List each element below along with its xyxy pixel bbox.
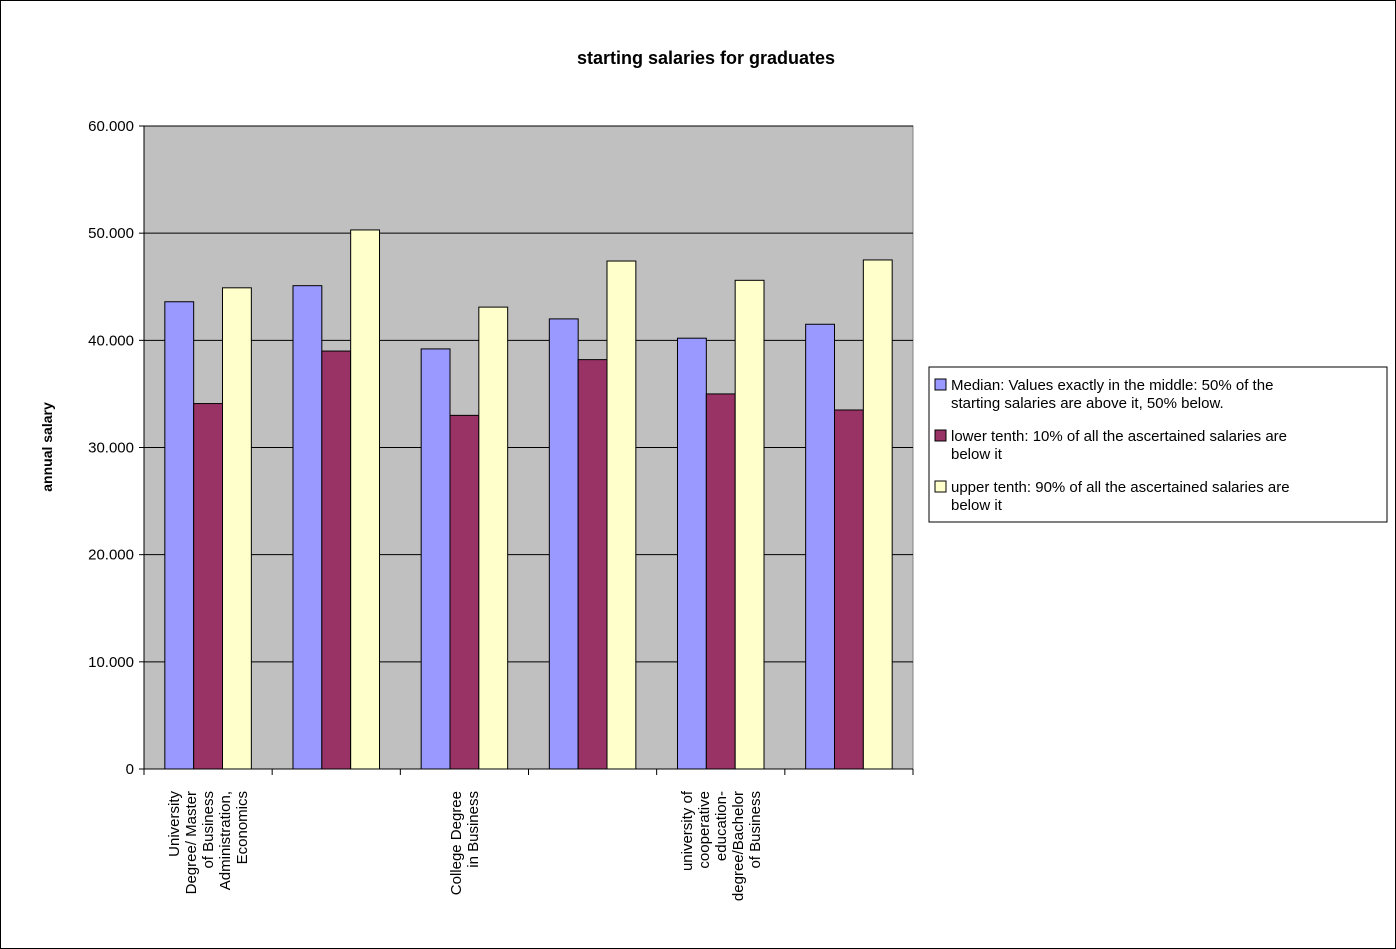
chart-title: starting salaries for graduates [577, 48, 835, 68]
bar [805, 323, 835, 770]
legend-swatch [934, 429, 947, 442]
x-tick-label: Degree/ Master [183, 791, 200, 894]
plot-area: 0 10.000 20.000 30.000 40.000 50.000 60.000 Uni… [88, 118, 914, 901]
y-tick-label: 20.000 [88, 547, 134, 564]
bar [577, 359, 608, 770]
x-tick-label: Administration, [217, 791, 234, 890]
legend-label: starting salaries are above it, 50% belo… [951, 395, 1224, 412]
legend-label: lower tenth: 10% of all the ascertained … [951, 428, 1287, 445]
x-tick-label: College Degree [448, 791, 465, 895]
bar [350, 229, 381, 770]
x-tick-label: in Business [465, 791, 482, 868]
x-tick-label: University [166, 791, 183, 857]
bar [734, 279, 765, 770]
x-tick-label: education- [713, 791, 730, 861]
bar [222, 287, 252, 770]
bar [862, 259, 893, 770]
bar [676, 337, 707, 770]
legend-label: Median: Values exactly in the middle: 50… [951, 377, 1273, 394]
y-tick-label: 40.000 [88, 332, 134, 349]
bar [548, 318, 579, 770]
x-tick-label: cooperative [696, 791, 713, 869]
bar [193, 403, 224, 770]
bar [705, 393, 736, 770]
x-tick-label: degree/Bachelor [730, 791, 747, 901]
bar [606, 260, 637, 770]
legend-box [928, 366, 1388, 523]
bar [164, 301, 195, 770]
y-tick-label: 60.000 [88, 118, 134, 135]
y-tick-label: 0 [126, 761, 134, 778]
y-tick-label: 30.000 [88, 440, 134, 457]
legend-label: below it [951, 446, 1003, 463]
bar [833, 409, 864, 770]
bar [292, 285, 323, 770]
x-tick-label: of Business [747, 791, 764, 869]
x-tick-label: university of [679, 790, 696, 871]
x-tick-label: of Business [200, 791, 217, 869]
legend-swatch [934, 378, 947, 391]
y-tick-label: 50.000 [88, 225, 134, 242]
bar [449, 414, 480, 770]
legend-label: upper tenth: 90% of all the ascertained … [951, 479, 1290, 496]
x-tick-label: Economics [234, 791, 251, 864]
bar [321, 350, 352, 770]
legend-label: below it [951, 497, 1003, 514]
bar [478, 306, 509, 770]
legend-swatch [934, 480, 947, 493]
y-axis-label: annual salary [39, 402, 55, 492]
bar [420, 348, 451, 770]
legend: Median: Values exactly in the middle: 50… [928, 366, 1388, 523]
y-tick-label: 10.000 [88, 654, 134, 671]
